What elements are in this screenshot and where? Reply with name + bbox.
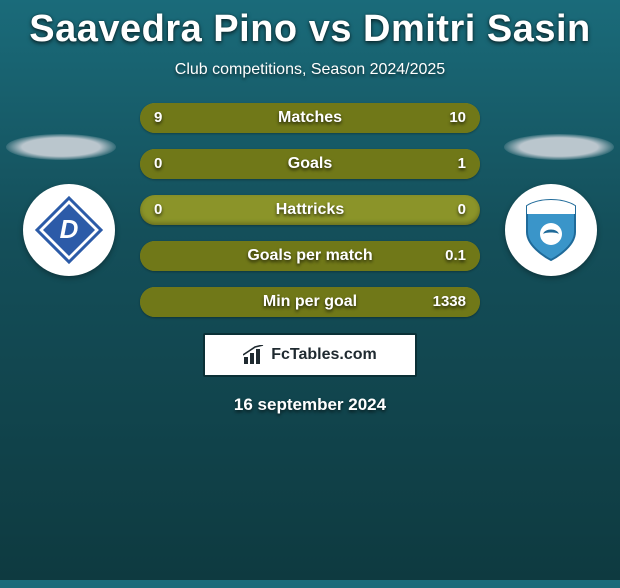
stat-bar: Goals per match0.1	[140, 241, 480, 271]
stat-value-right: 0	[458, 195, 466, 225]
stat-value-right: 1338	[433, 287, 466, 317]
page-title: Saavedra Pino vs Dmitri Sasin	[0, 8, 620, 51]
stat-value-right: 0.1	[445, 241, 466, 271]
stats-container: 9Matches100Goals10Hattricks0Goals per ma…	[140, 103, 480, 317]
watermark-text: FcTables.com	[271, 346, 377, 364]
stat-bar: 0Hattricks0	[140, 195, 480, 225]
stat-value-right: 1	[458, 149, 466, 179]
stat-label: Matches	[140, 103, 480, 133]
subtitle: Club competitions, Season 2024/2025	[0, 61, 620, 79]
bars-icon	[243, 345, 265, 365]
stat-value-right: 10	[449, 103, 466, 133]
date-text: 16 september 2024	[0, 395, 620, 415]
svg-text:D: D	[60, 214, 79, 244]
club-logo-left: D	[23, 184, 115, 276]
sokol-shield-icon	[515, 194, 587, 266]
dinamo-rhombus-icon: D	[33, 194, 105, 266]
stat-label: Min per goal	[140, 287, 480, 317]
player-shadow-left	[6, 134, 116, 160]
stat-bar: 0Goals1	[140, 149, 480, 179]
stat-bar: Min per goal1338	[140, 287, 480, 317]
club-logo-right	[505, 184, 597, 276]
stat-bar: 9Matches10	[140, 103, 480, 133]
stat-label: Goals	[140, 149, 480, 179]
stat-label: Hattricks	[140, 195, 480, 225]
watermark-box: FcTables.com	[203, 333, 417, 377]
stat-label: Goals per match	[140, 241, 480, 271]
player-shadow-right	[504, 134, 614, 160]
